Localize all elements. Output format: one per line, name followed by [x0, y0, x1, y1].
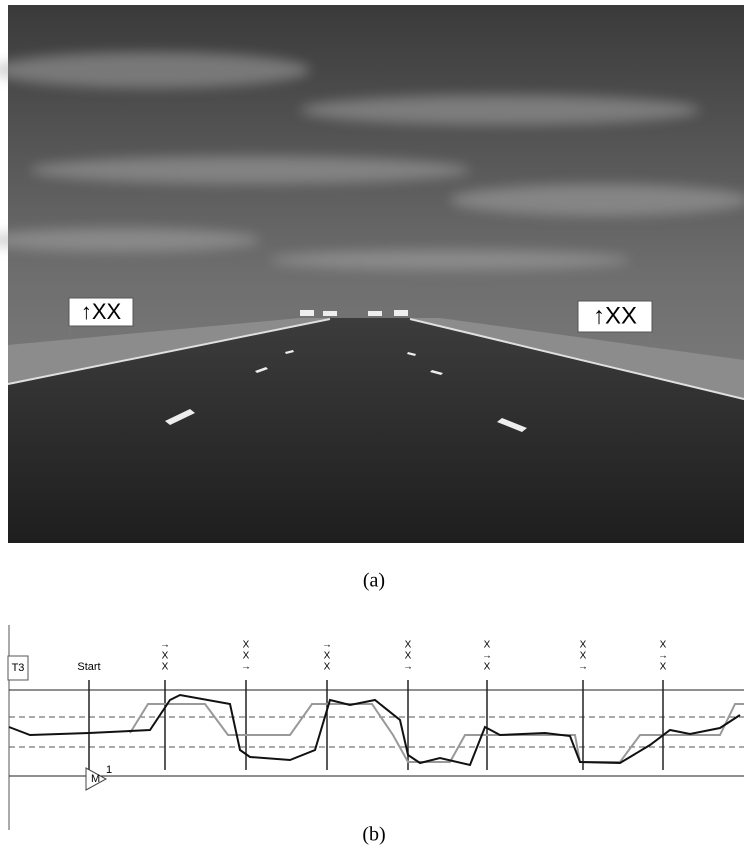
lane-signal: X: [243, 651, 250, 662]
lane-signal: X: [484, 640, 491, 651]
lane-signal: X: [580, 651, 587, 662]
lane-signal: →: [658, 651, 668, 662]
lane-signal: →: [578, 662, 588, 673]
lane-signal: X: [243, 640, 250, 651]
start-label: Start: [77, 661, 100, 673]
lane-signal: X: [405, 640, 412, 651]
lane-signal: X: [660, 640, 667, 651]
page: ↑XX ↑XX (a) T3 Start M 1 →XXXX→→XXXX→X→X…: [0, 0, 744, 851]
lane-signal: X: [324, 662, 331, 673]
sign-text: ↑XX: [593, 302, 637, 329]
lane-signal: X: [162, 662, 169, 673]
figure: ↑XX ↑XX (a) T3 Start M 1 →XXXX→→XXXX→X→X…: [0, 0, 744, 851]
sign-text: ↑XX: [81, 299, 122, 324]
caption: (b): [362, 824, 385, 846]
caption: (a): [363, 570, 385, 592]
lane-signal: X: [580, 640, 587, 651]
lane-signal: →: [482, 651, 492, 662]
lane-signal: X: [324, 651, 331, 662]
lane-signal: X: [162, 651, 169, 662]
lane-signal: X: [660, 662, 667, 673]
lane-signal: X: [484, 662, 491, 673]
marker-number: 1: [106, 764, 112, 776]
lane-signal: →: [403, 662, 413, 673]
lane-signal: →: [241, 662, 251, 673]
simulator-image: ↑XX ↑XX: [0, 5, 744, 543]
lane-signal: →: [160, 640, 170, 651]
track-label: T3: [12, 662, 25, 674]
lane-signal: →: [322, 640, 332, 651]
lane-signal: X: [405, 651, 412, 662]
marker-label: M: [91, 773, 100, 785]
